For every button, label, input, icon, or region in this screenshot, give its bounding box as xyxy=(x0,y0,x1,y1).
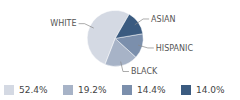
html-text:14.4%: 14.4% xyxy=(137,85,166,95)
svg-text:BLACK: BLACK xyxy=(131,67,158,76)
html-text:19.2%: 19.2% xyxy=(78,85,107,95)
html-text:52.4%: 52.4% xyxy=(19,85,48,95)
svg-text:ASIAN: ASIAN xyxy=(151,15,175,24)
html-text:14.0%: 14.0% xyxy=(196,85,225,95)
svg-text:HISPANIC: HISPANIC xyxy=(156,44,194,53)
svg-text:WHITE: WHITE xyxy=(50,19,76,28)
